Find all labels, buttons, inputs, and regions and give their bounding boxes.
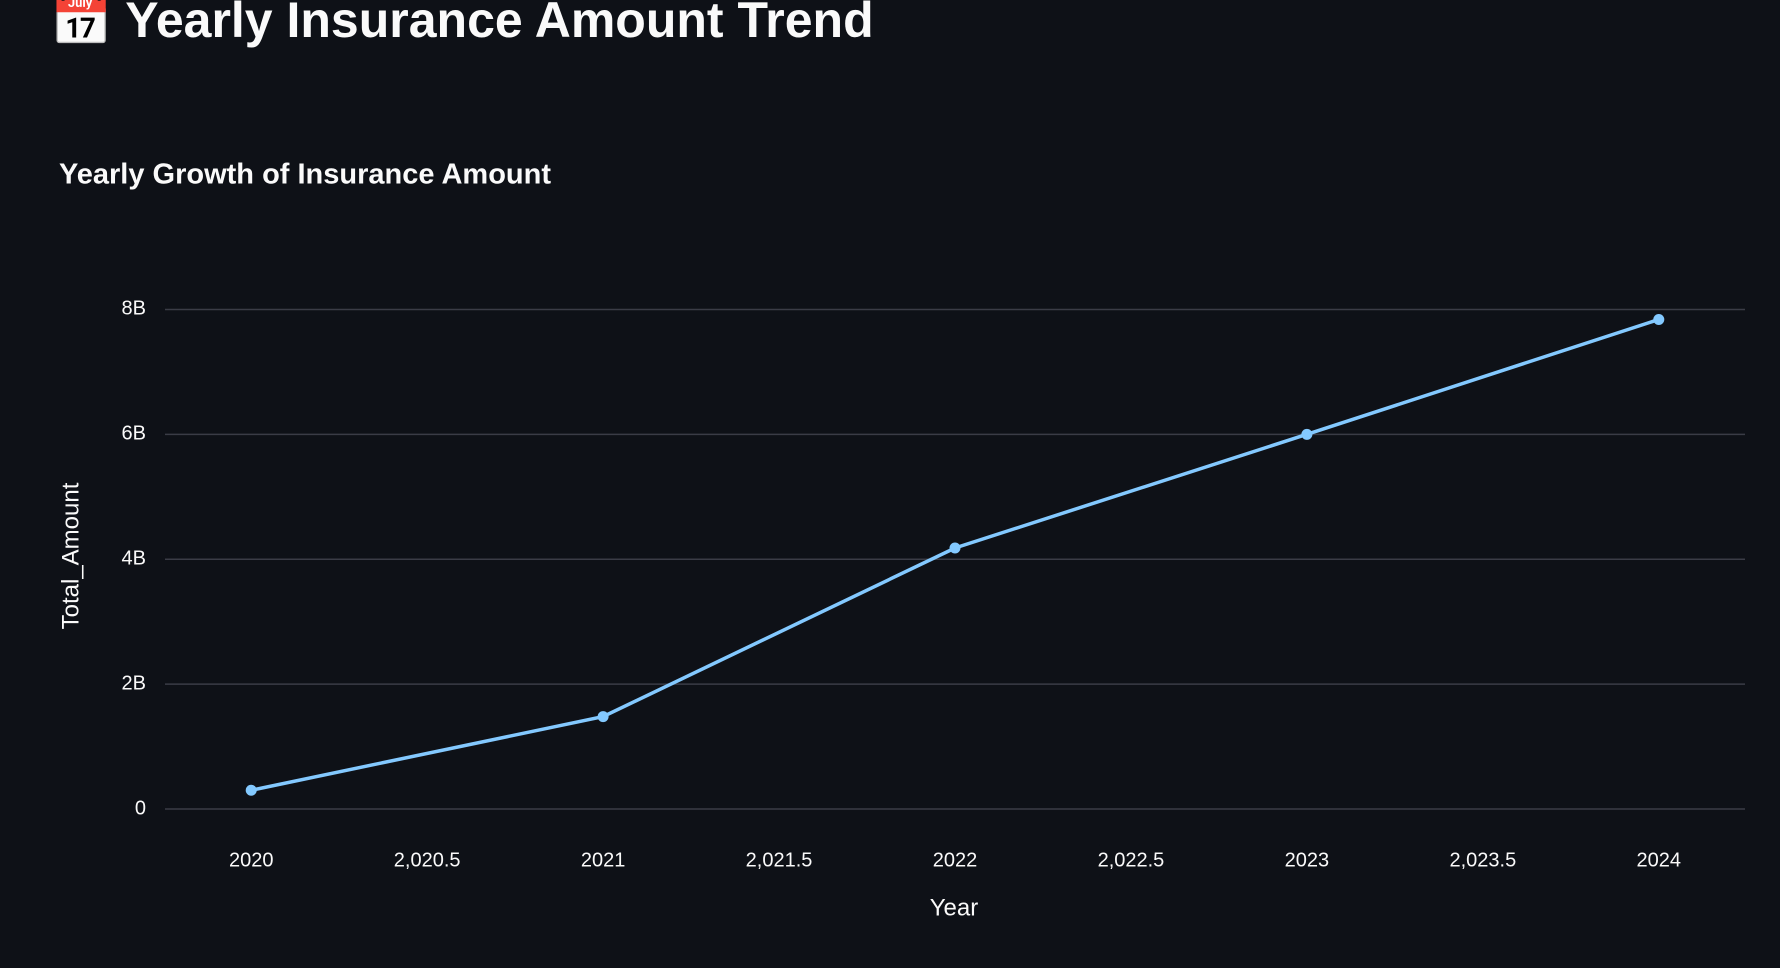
y-tick-label: 8B — [122, 298, 146, 320]
y-tick-label: 0 — [135, 797, 146, 819]
marker — [597, 711, 609, 723]
line — [250, 317, 1660, 792]
marker — [245, 784, 257, 796]
x-tick-label: 2020 — [229, 849, 274, 871]
page-title: 📅 Yearly Insurance Amount Trend — [50, 0, 874, 48]
y-axis-title: Total_Amount — [57, 482, 84, 629]
x-tick-label: 2021 — [581, 849, 626, 871]
marker — [1301, 428, 1313, 440]
x-tick-label: 2024 — [1637, 849, 1682, 871]
x-tick-label: 2,021.5 — [746, 849, 813, 871]
x-tick-label: 2023 — [1285, 849, 1330, 871]
y-tick-label: 6B — [122, 423, 146, 445]
x-axis-title: Year — [930, 894, 979, 921]
x-tick-label: 2,023.5 — [1449, 849, 1516, 871]
marker — [1653, 313, 1665, 325]
chart-title: Yearly Growth of Insurance Amount — [59, 159, 551, 191]
x-tick-label: 2,022.5 — [1098, 849, 1165, 871]
y-tick-label: 2B — [122, 672, 146, 694]
y-tick-label: 4B — [122, 548, 146, 570]
x-tick-label: 2,020.5 — [394, 849, 461, 871]
x-tick-label: 2022 — [933, 849, 978, 871]
marker — [949, 542, 961, 554]
